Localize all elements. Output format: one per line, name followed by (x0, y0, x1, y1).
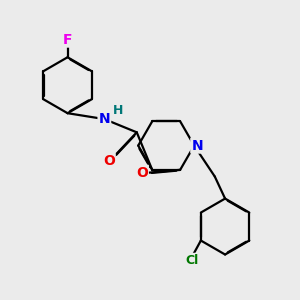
Text: Cl: Cl (185, 254, 199, 267)
Text: O: O (136, 166, 148, 180)
Text: N: N (98, 112, 110, 126)
Text: O: O (103, 154, 115, 168)
Text: F: F (63, 33, 72, 46)
Text: N: N (191, 139, 203, 153)
Text: H: H (112, 104, 123, 117)
